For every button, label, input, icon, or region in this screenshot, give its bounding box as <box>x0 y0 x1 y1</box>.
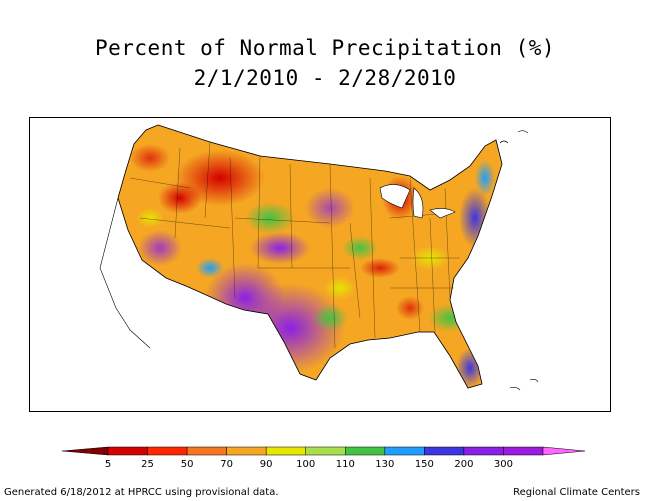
legend-tick-label: 25 <box>141 459 154 470</box>
legend-tick-label: 100 <box>296 459 316 470</box>
color-legend <box>0 440 650 476</box>
date-range: 2/1/2010 - 2/28/2010 <box>193 66 457 90</box>
legend-tick-label: 70 <box>220 459 233 470</box>
legend-swatch <box>147 446 188 456</box>
precipitation-map <box>29 117 611 412</box>
legend-tick-label: 50 <box>180 459 194 470</box>
legend-tick-label: 300 <box>493 459 513 470</box>
footer-source: Generated 6/18/2012 at HPRCC using provi… <box>4 487 279 498</box>
legend-tick-label: 90 <box>259 459 273 470</box>
legend-swatch <box>503 446 544 456</box>
legend-arrow-high <box>542 446 586 456</box>
legend-tick-label: 110 <box>335 459 355 470</box>
legend-swatch <box>424 446 465 456</box>
legend-swatch <box>265 446 306 456</box>
us-map <box>99 124 539 391</box>
legend-arrow-low <box>61 446 109 456</box>
legend-tick-label: 5 <box>104 459 112 470</box>
legend-tick-label: 130 <box>375 459 395 470</box>
legend-swatch <box>384 446 425 456</box>
legend-swatch <box>107 446 148 456</box>
legend-tick-label: 200 <box>454 459 474 470</box>
legend-swatch <box>186 446 227 456</box>
legend-tick-label: 150 <box>414 459 434 470</box>
map-title: Percent of Normal Precipitation (%) <box>94 36 555 60</box>
footer-credit: Regional Climate Centers <box>513 487 640 498</box>
legend-swatch <box>226 446 267 456</box>
legend-swatch <box>305 446 346 456</box>
legend-swatch <box>463 446 504 456</box>
legend-swatch <box>345 446 386 456</box>
